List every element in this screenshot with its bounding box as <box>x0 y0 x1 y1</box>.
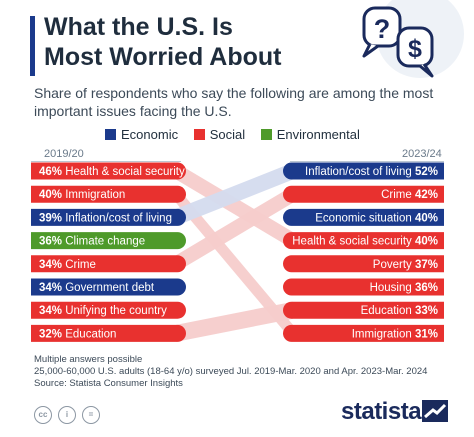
left-bar-label: 39% Inflation/cost of living <box>39 212 172 224</box>
title-line-1: What the U.S. Is <box>44 13 233 41</box>
connector-immigration <box>176 185 293 342</box>
right-bar-label: Crime 42% <box>381 189 438 201</box>
legend-swatch-economic <box>105 129 116 140</box>
left-bar-shape <box>31 301 186 319</box>
left-bar-label: 40% Immigration <box>39 189 125 201</box>
left-bar-health-social-security: 46% Health & social security <box>31 162 186 180</box>
left-bar-government-debt: 34% Government debt <box>31 278 186 296</box>
right-bar-label: Health & social security 40% <box>292 236 438 248</box>
left-bar-shape <box>31 162 186 180</box>
license-icons: cc i = <box>34 404 106 424</box>
note-source: Source: Statista Consumer Insights <box>34 378 183 389</box>
left-bar-label: 36% Climate change <box>39 236 145 248</box>
attribution-icon: i <box>58 406 76 424</box>
left-bar-label: 34% Crime <box>39 259 96 271</box>
left-bar-shape <box>31 185 186 203</box>
right-axis-line <box>290 161 444 162</box>
note-multiple-answers: Multiple answers possible <box>34 354 143 365</box>
legend-swatch-environmental <box>260 129 272 140</box>
left-bar-shape <box>31 208 186 226</box>
svg-text:?: ? <box>374 14 391 44</box>
right-bar-label: Education 33% <box>361 305 438 317</box>
left-bar-shape <box>31 278 186 296</box>
connector-crime <box>176 185 293 273</box>
right-bar-crime: Crime 42% <box>283 185 444 203</box>
right-bar-shape <box>283 208 444 226</box>
right-bar-education: Education 33% <box>283 301 444 319</box>
right-bar-label: Poverty 37% <box>373 259 438 271</box>
right-bar-immigration: Immigration 31% <box>283 324 444 342</box>
period-right-label: 2023/24 <box>402 148 442 160</box>
right-bar-economic-situation: Economic situation 40% <box>283 208 444 226</box>
left-bar-label: 34% Unifying the country <box>39 305 167 317</box>
cc-icon: cc <box>34 406 52 424</box>
right-bar-poverty: Poverty 37% <box>283 255 444 273</box>
title-accent-bar <box>30 16 35 76</box>
connector-layer <box>176 162 293 342</box>
left-bar-label: 34% Government debt <box>39 282 155 294</box>
right-bar-label: Economic situation 40% <box>315 212 438 224</box>
left-bar-immigration: 40% Immigration <box>31 185 186 203</box>
right-bar-label: Housing 36% <box>370 282 438 294</box>
right-bar-shape <box>283 185 444 203</box>
legend: Economic Social Environmental <box>105 127 372 142</box>
right-bar-label: Immigration 31% <box>352 328 438 340</box>
legend-label-social: Social <box>209 127 246 142</box>
note-survey: 25,000-60,000 U.S. adults (18-64 y/o) su… <box>34 366 428 377</box>
right-bar-shape <box>283 255 444 273</box>
legend-item-environmental: Environmental <box>260 127 360 142</box>
right-bar-shape <box>283 324 444 342</box>
left-bar-shape <box>31 255 186 273</box>
legend-label-economic: Economic <box>121 127 179 142</box>
right-bar-shape <box>283 278 444 296</box>
statista-mark-icon <box>422 400 448 422</box>
dollar-bubble-icon: $ <box>396 26 434 78</box>
svg-text:$: $ <box>408 35 422 63</box>
left-axis-line <box>31 161 181 162</box>
bar-layer: 46% Health & social security 40% Immigrat… <box>31 162 444 342</box>
left-bar-label: 46% Health & social security <box>39 166 185 178</box>
legend-item-economic: Economic <box>105 127 178 142</box>
question-bubble-icon: ? <box>362 6 402 58</box>
legend-swatch-social <box>193 129 205 140</box>
left-bar-unifying-the-country: 34% Unifying the country <box>31 301 186 319</box>
connector-health-social-security <box>176 162 293 250</box>
left-bar-crime: 34% Crime <box>31 255 186 273</box>
no-derivatives-icon: = <box>82 406 100 424</box>
legend-label-environmental: Environmental <box>276 127 360 142</box>
right-bar-inflation-cost-of-living: Inflation/cost of living 52% <box>283 162 444 180</box>
statista-logo-text: statista <box>341 398 422 425</box>
right-bar-health-social-security: Health & social security 40% <box>283 232 444 250</box>
right-bar-shape <box>283 162 444 180</box>
legend-item-social: Social <box>193 127 246 142</box>
left-bar-shape <box>31 232 186 250</box>
page-title: What the U.S. Is Most Worried About <box>44 12 281 72</box>
right-bar-housing: Housing 36% <box>283 278 444 296</box>
period-left-label: 2019/20 <box>44 148 84 160</box>
left-bar-education: 32% Education <box>31 324 186 342</box>
title-line-2: Most Worried About <box>44 43 282 71</box>
subtitle: Share of respondents who say the followi… <box>34 85 434 119</box>
left-bar-inflation-cost-of-living: 39% Inflation/cost of living <box>31 208 186 226</box>
right-bar-shape <box>283 301 444 319</box>
header-decoration: ? $ <box>362 0 464 78</box>
right-bar-label: Inflation/cost of living 52% <box>305 166 438 178</box>
connector-education <box>176 301 293 342</box>
left-bar-shape <box>31 324 186 342</box>
left-bar-climate-change: 36% Climate change <box>31 232 186 250</box>
left-bar-label: 32% Education <box>39 328 116 340</box>
right-bar-shape <box>283 232 444 250</box>
connector-inflation-cost-of-living <box>176 162 293 226</box>
